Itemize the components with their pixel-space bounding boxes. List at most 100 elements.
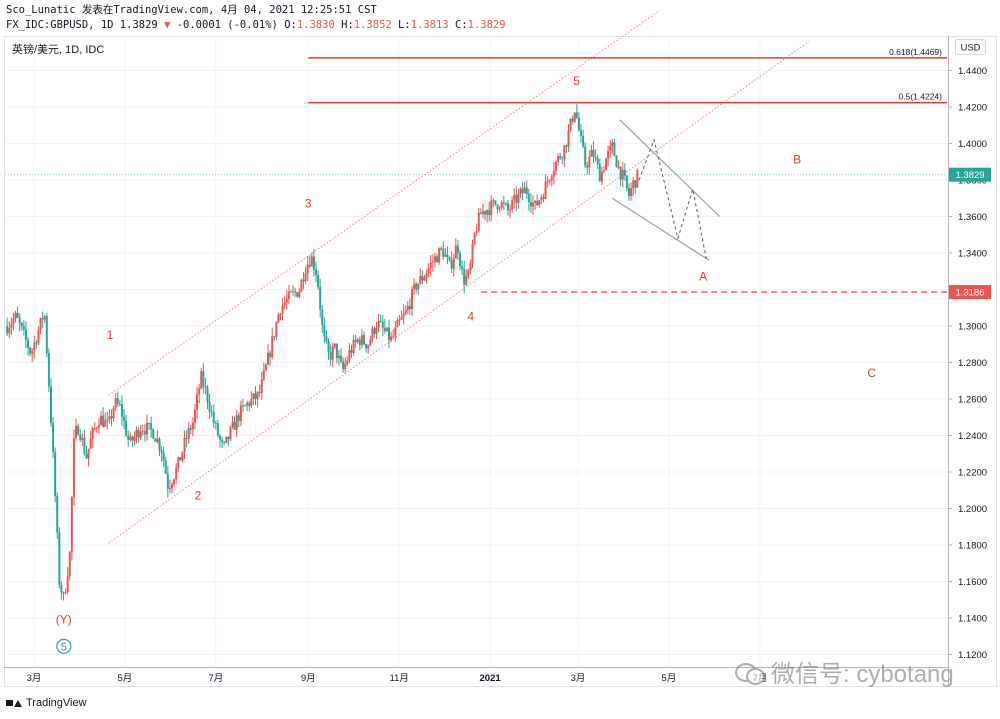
candle-body	[417, 283, 420, 290]
candle-body	[413, 283, 416, 290]
candle-body	[41, 318, 44, 320]
candle-body	[29, 347, 32, 354]
candle-body	[540, 197, 543, 201]
candle-body	[431, 261, 434, 263]
currency-button[interactable]: USD	[955, 39, 986, 55]
candle-body	[481, 211, 484, 215]
candle-body	[385, 327, 388, 332]
wave-label: 4	[467, 310, 474, 324]
candle-body	[18, 317, 21, 323]
candle-body	[202, 371, 205, 387]
time-axis[interactable]: 3月 5月 7月 9月 11月 2021 3月 5月 7月	[27, 673, 768, 684]
candle-body	[406, 306, 409, 311]
candle-body	[200, 371, 203, 389]
candle-body	[337, 355, 340, 359]
candle-body	[191, 422, 194, 430]
candle-body	[185, 437, 188, 439]
candle-body	[388, 327, 391, 341]
candle-body	[273, 336, 276, 338]
candle-body	[95, 427, 98, 429]
candle-body	[304, 273, 307, 282]
candle-body	[262, 370, 265, 380]
candle-body	[532, 203, 535, 207]
candle-body	[235, 415, 238, 430]
low-label: L:	[398, 19, 411, 31]
low-value: 1.3813	[410, 19, 449, 31]
candle-body	[344, 363, 347, 370]
candle-body	[271, 336, 274, 357]
candle-body	[110, 416, 113, 419]
candle-body	[538, 200, 541, 205]
candle-body	[177, 457, 180, 469]
candle-body	[70, 497, 73, 553]
triangle-lines	[611, 119, 721, 261]
candle-body	[584, 146, 587, 166]
candle-body	[168, 488, 171, 490]
open-label: O:	[284, 19, 297, 31]
candle-body	[277, 314, 280, 323]
wave-label: B	[793, 153, 801, 167]
candle-body	[523, 187, 526, 194]
y-tick-label: 1.3400	[958, 249, 987, 260]
candle-body	[371, 328, 374, 340]
fib-level-label: 0.5(1.4224)	[899, 92, 943, 102]
candle-body	[189, 428, 192, 430]
candle-body	[252, 393, 255, 399]
candle-body	[636, 170, 639, 188]
price-axis[interactable]: 1.44001.42001.40001.38001.36001.34001.32…	[948, 66, 991, 661]
candle-body	[292, 291, 295, 293]
candle-body	[519, 188, 522, 194]
channel-upper-line	[108, 9, 661, 396]
candle-body	[62, 592, 65, 594]
candle-body	[429, 262, 432, 269]
candle-body	[373, 328, 376, 334]
candle-body	[354, 340, 357, 342]
candle-body	[118, 403, 121, 405]
high-value: 1.3852	[353, 19, 392, 31]
candle-body	[458, 253, 461, 267]
candle-body	[204, 386, 207, 388]
candle-body	[527, 193, 530, 203]
tradingview-footer[interactable]: TradingView	[6, 697, 87, 709]
candle-body	[450, 260, 453, 269]
candle-body	[310, 256, 313, 267]
candle-body	[600, 171, 603, 182]
support-level-tag	[949, 285, 991, 300]
candle-body	[56, 496, 59, 533]
candle-body	[139, 431, 142, 438]
candle-body	[219, 435, 222, 440]
y-tick-label: 1.3600	[958, 212, 987, 223]
candle-body	[565, 145, 568, 147]
symbol-label: FX_IDC:GBPUSD, 1D	[6, 19, 114, 31]
candle-body	[408, 306, 411, 310]
candle-body	[375, 327, 378, 334]
candle-body	[152, 429, 155, 439]
candle-body	[171, 484, 174, 489]
candle-body	[8, 328, 11, 334]
candle-body	[137, 429, 140, 438]
candle-body	[160, 449, 163, 453]
candle-body	[308, 264, 311, 267]
candle-body	[438, 248, 441, 263]
candle-body	[423, 277, 426, 281]
candle-body	[49, 386, 52, 423]
candle-body	[267, 352, 270, 365]
candle-body	[300, 279, 303, 292]
candle-body	[317, 274, 320, 287]
candle-body	[390, 336, 393, 341]
candle-body	[461, 266, 464, 270]
candle-body	[471, 243, 474, 264]
candle-body	[433, 256, 436, 262]
x-tick-label: 9月	[301, 673, 316, 684]
candle-body	[162, 452, 165, 461]
candle-body	[10, 324, 13, 329]
change-value: -0.0001 (-0.01%)	[176, 19, 278, 31]
candle-body	[129, 436, 132, 440]
candle-body	[47, 353, 50, 387]
candle-body	[369, 339, 372, 346]
y-tick-label: 1.2800	[958, 358, 987, 369]
candle-body	[492, 200, 495, 202]
candle-body	[569, 118, 572, 131]
candle-body	[75, 425, 78, 438]
